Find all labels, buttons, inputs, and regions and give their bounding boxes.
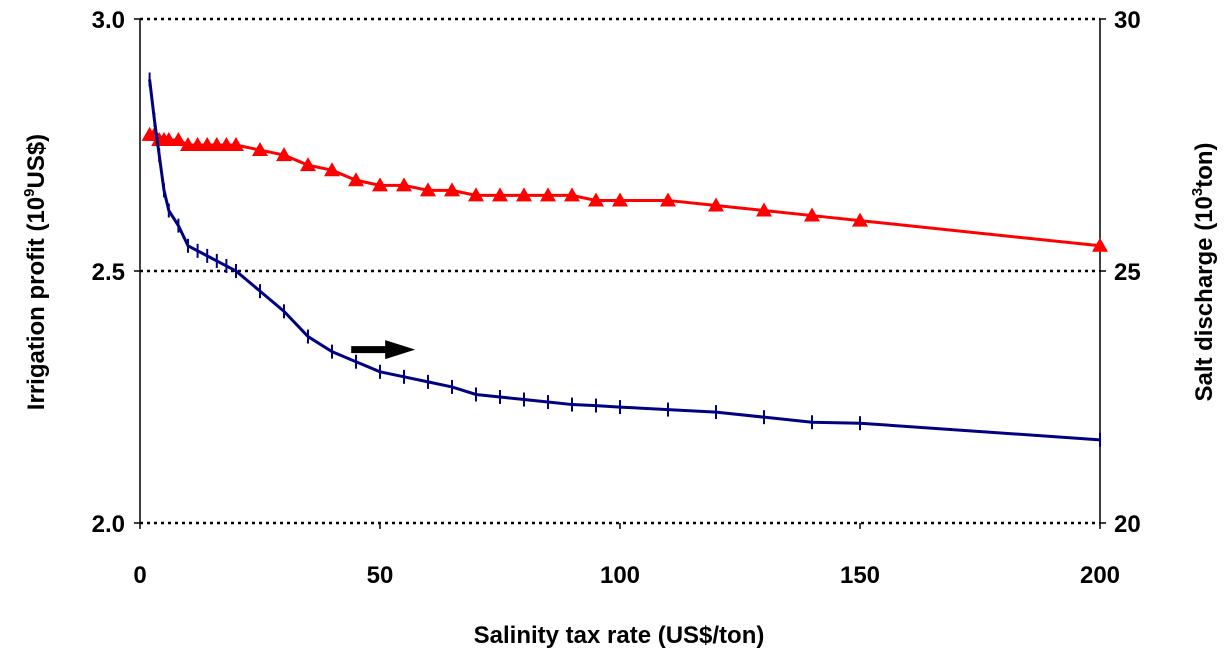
profit-point	[276, 147, 292, 162]
y2-tick-label: 25	[1114, 259, 1141, 286]
profit-point	[756, 202, 772, 217]
series-discharge-line	[148, 79, 1101, 442]
x-tick-label: 150	[840, 562, 880, 589]
profit-point	[420, 182, 436, 197]
profit-point	[804, 207, 820, 222]
y-axis-title-sup: 9	[21, 189, 38, 197]
profit-point	[444, 182, 460, 197]
profit-point	[252, 142, 268, 157]
profit-point	[492, 187, 508, 202]
y2-ticks: 20 25 30	[1100, 7, 1141, 538]
profit-point	[468, 187, 484, 202]
x-tick-label: 50	[367, 562, 394, 589]
y2-axis-title-pre: Salt discharge (10	[1191, 196, 1218, 401]
y2-axis-title-post: ton)	[1191, 142, 1218, 187]
x-tick-label: 200	[1080, 562, 1120, 589]
y-tick-label: 3.0	[92, 7, 125, 34]
series-profit	[141, 126, 1108, 252]
y-tick-label: 2.0	[92, 511, 125, 538]
profit-point	[170, 131, 187, 146]
profit-point	[564, 187, 580, 202]
y-tick-label: 2.5	[92, 259, 125, 286]
profit-point	[1092, 237, 1108, 252]
direction-arrow	[351, 340, 416, 360]
profit-point	[708, 197, 724, 212]
y-ticks: 2.0 2.5 3.0	[92, 7, 140, 538]
profit-point	[612, 192, 628, 207]
x-axis-title: Salinity tax rate (US$/ton)	[474, 622, 765, 649]
profit-point	[372, 177, 388, 192]
y2-tick-label: 30	[1114, 7, 1141, 34]
profit-point	[396, 177, 412, 192]
x-tick-label: 100	[600, 562, 640, 589]
profit-point	[540, 187, 556, 202]
profit-point	[660, 192, 676, 207]
y2-axis-title-sup: 3	[1189, 188, 1206, 196]
x-tick-label: 0	[133, 562, 146, 589]
profit-point	[852, 212, 868, 227]
profit-point	[516, 187, 532, 202]
x-ticks: 0 50 100 150 200	[133, 523, 1120, 589]
profit-point	[300, 157, 316, 172]
series-discharge	[148, 72, 1101, 447]
profit-point	[348, 172, 364, 187]
y2-axis-title: Salt discharge (103ton)	[1189, 142, 1218, 401]
y-axis-title-pre: Irrigation profit (10	[23, 197, 50, 410]
gridlines	[140, 17, 1100, 525]
series-profit-line	[149, 133, 1101, 248]
y2-tick-label: 20	[1114, 511, 1141, 538]
plot-frame	[139, 19, 1101, 523]
profit-point	[324, 162, 340, 177]
y-axis-title-post: US$)	[23, 134, 50, 189]
arrow-head	[385, 340, 416, 360]
y-axis-title: Irrigation profit (109US$)	[21, 134, 50, 410]
profit-point	[588, 192, 604, 207]
profit-point	[228, 137, 244, 151]
arrow-shaft	[351, 346, 388, 354]
